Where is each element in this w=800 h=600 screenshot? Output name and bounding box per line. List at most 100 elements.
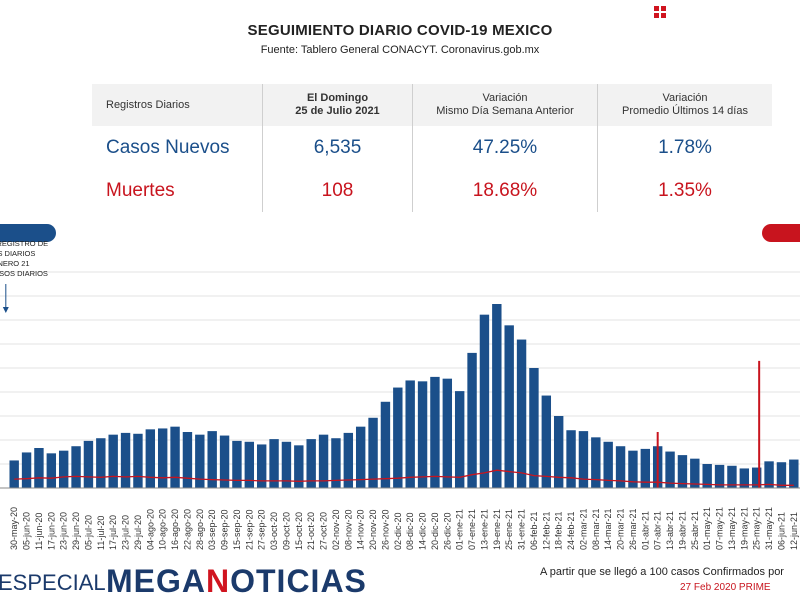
x-tick-label: 18-feb-21 — [554, 511, 564, 550]
x-tick-label: 14-mar-21 — [603, 508, 613, 550]
header-date: El Domingo 25 de Julio 2021 — [262, 84, 412, 126]
x-tick-label: 31-may-21 — [764, 507, 774, 550]
x-tick-label: 24-feb-21 — [566, 511, 576, 550]
x-tick-label: 07-may-21 — [715, 507, 725, 550]
cases-row: Casos Nuevos 6,535 47.25% 1.78% — [92, 126, 772, 170]
daily-chart: PICO DE REGISTRO DECASOS DIARIOS21 ENERO… — [0, 239, 800, 550]
cases-bar — [417, 381, 428, 488]
x-tick-label: 02-nov-20 — [331, 509, 341, 550]
x-tick-label: 10-ago-20 — [158, 509, 168, 550]
x-tick-label: 03-sep-20 — [207, 509, 217, 550]
cases-bar — [529, 368, 539, 488]
source-caption: Fuente: Tablero General CONACYT. Coronav… — [260, 44, 540, 56]
x-tick-label: 01-ene-21 — [455, 509, 465, 550]
x-tick-label: 11-jul-20 — [96, 516, 106, 550]
cases-bar — [269, 439, 279, 488]
cases-bar — [776, 462, 787, 488]
cases-bar — [83, 440, 94, 488]
grid-icon[interactable] — [654, 6, 666, 18]
cases-bar — [516, 339, 527, 488]
meganoticias-logo: MEGANOTICIAS — [106, 563, 367, 599]
cases-value: 6,535 — [262, 126, 412, 170]
peak-annotation-line: PICO DE REGISTRO DE — [0, 239, 48, 248]
x-tick-label: 22-ago-20 — [182, 509, 192, 550]
header-variation-14d: Variación Promedio Últimos 14 días — [597, 84, 772, 126]
cases-variation-14d: 1.78% — [597, 126, 772, 170]
x-tick-label: 27-sep-20 — [257, 509, 267, 550]
stats-header-row: Registros Diarios El Domingo 25 de Julio … — [92, 84, 772, 126]
x-tick-label: 08-mar-21 — [591, 508, 601, 550]
cases-bar — [294, 445, 304, 488]
x-tick-label: 27-oct-20 — [319, 512, 329, 550]
x-tick-label: 05-jun-20 — [22, 512, 32, 550]
cases-bar — [368, 417, 378, 488]
x-tick-label: 04-ago-20 — [145, 509, 155, 550]
cases-bar — [34, 448, 44, 488]
cases-bar — [108, 434, 118, 488]
x-tick-label: 13-may-21 — [727, 507, 737, 550]
cases-bar — [677, 455, 688, 488]
cases-bar — [603, 441, 613, 488]
x-tick-label: 06-feb-21 — [529, 511, 539, 550]
x-tick-label: 08-nov-20 — [343, 509, 353, 550]
deaths-variation-14d: 1.35% — [597, 170, 772, 212]
cases-bar — [96, 438, 106, 488]
x-tick-label: 09-oct-20 — [281, 512, 291, 550]
peak-annotation-line: 22,339 CASOS DIARIOS — [0, 269, 48, 278]
x-tick-label: 06-jun-21 — [776, 512, 786, 550]
cases-bar — [591, 437, 601, 488]
deaths-label: Muertes — [106, 180, 175, 201]
cases-bar — [9, 460, 19, 488]
cases-bar — [789, 459, 799, 488]
x-tick-label: 02-mar-21 — [578, 508, 588, 550]
x-tick-label: 14-dic-20 — [418, 512, 428, 550]
deaths-row: Muertes 108 18.68% 1.35% — [92, 170, 772, 212]
x-tick-label: 15-oct-20 — [294, 512, 304, 550]
brand-especial: ESPECIAL — [0, 570, 106, 595]
x-tick-label: 11-jun-20 — [34, 513, 44, 550]
cases-bar — [553, 416, 564, 488]
cases-bar — [430, 376, 440, 488]
cases-bar — [256, 444, 267, 488]
stats-table: Registros Diarios El Domingo 25 de Julio … — [92, 84, 772, 212]
cases-bar — [71, 446, 81, 488]
x-tick-label: 26-nov-20 — [380, 509, 390, 550]
deaths-value: 108 — [262, 170, 412, 212]
cases-bar — [492, 304, 502, 488]
footnote-date: 27 Feb 2020 PRIME — [680, 582, 771, 593]
header-variation-week: Variación Mismo Día Semana Anterior — [412, 84, 597, 126]
cases-bar — [58, 450, 69, 488]
cases-bar — [541, 395, 552, 488]
cases-bar — [182, 432, 193, 488]
cases-bar — [566, 430, 576, 488]
x-tick-label: 03-oct-20 — [269, 512, 279, 550]
cases-bar — [640, 448, 651, 488]
x-tick-label: 01-may-21 — [702, 507, 712, 550]
x-tick-label: 25-may-21 — [752, 507, 762, 550]
x-tick-label: 23-jul-20 — [121, 515, 131, 550]
x-tick-label: 17-jul-20 — [108, 515, 118, 550]
cases-bar — [46, 453, 57, 488]
cases-bar — [405, 380, 415, 488]
cases-bar — [727, 465, 737, 488]
cases-bar — [170, 426, 180, 488]
cases-bar — [504, 325, 514, 488]
x-tick-label: 01-abr-21 — [640, 511, 650, 550]
x-tick-label: 30-may-20 — [9, 507, 19, 550]
cases-bar — [665, 451, 675, 488]
deaths-line — [14, 469, 794, 486]
x-tick-label: 20-mar-21 — [616, 508, 626, 550]
cases-legend-pill — [0, 224, 56, 242]
x-tick-label: 25-abr-21 — [690, 511, 700, 550]
cases-bar — [133, 433, 143, 488]
cases-bar — [207, 431, 217, 488]
cases-bar — [628, 450, 638, 488]
x-tick-label: 16-ago-20 — [170, 509, 180, 550]
cases-bar — [764, 461, 774, 488]
x-tick-label: 15-sep-20 — [232, 509, 242, 550]
cases-bar — [355, 426, 366, 488]
cases-bar — [306, 439, 316, 488]
peak-arrowhead — [2, 307, 9, 313]
cases-bar — [145, 429, 156, 488]
cases-label: Casos Nuevos — [106, 137, 230, 158]
